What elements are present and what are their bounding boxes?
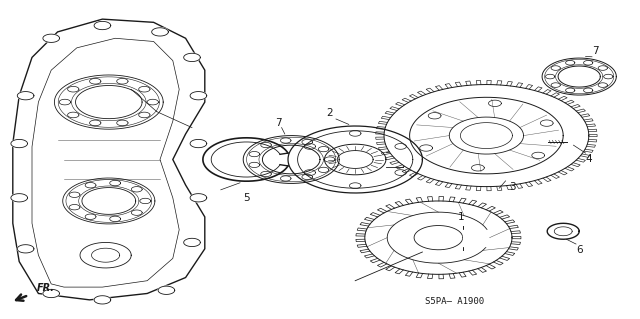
Polygon shape <box>488 100 501 107</box>
Polygon shape <box>190 139 207 148</box>
Polygon shape <box>11 139 28 148</box>
Polygon shape <box>184 53 200 62</box>
Polygon shape <box>13 19 205 300</box>
Text: 7: 7 <box>592 46 598 56</box>
Text: 3: 3 <box>509 182 515 192</box>
Polygon shape <box>304 144 316 149</box>
Polygon shape <box>43 289 60 298</box>
Polygon shape <box>17 245 34 253</box>
Polygon shape <box>94 296 111 304</box>
Polygon shape <box>349 130 361 136</box>
Polygon shape <box>384 85 589 187</box>
Polygon shape <box>540 120 553 126</box>
Polygon shape <box>395 144 406 149</box>
Polygon shape <box>152 28 168 36</box>
Text: 5: 5 <box>243 193 250 203</box>
Polygon shape <box>190 194 207 202</box>
Text: 7: 7 <box>275 118 282 128</box>
Polygon shape <box>395 170 406 175</box>
Polygon shape <box>567 139 580 145</box>
Polygon shape <box>11 194 28 202</box>
Text: 1: 1 <box>458 212 464 222</box>
Polygon shape <box>94 21 111 30</box>
Text: FR.: FR. <box>36 283 54 293</box>
Polygon shape <box>190 92 207 100</box>
Polygon shape <box>420 145 433 151</box>
Polygon shape <box>428 113 441 119</box>
Polygon shape <box>304 170 316 175</box>
Polygon shape <box>547 223 579 239</box>
Polygon shape <box>365 201 512 274</box>
Text: 4: 4 <box>586 154 592 165</box>
Polygon shape <box>184 238 200 247</box>
Text: 2: 2 <box>326 108 333 118</box>
Polygon shape <box>17 92 34 100</box>
Polygon shape <box>43 34 60 42</box>
Polygon shape <box>288 126 422 193</box>
Polygon shape <box>532 152 545 159</box>
Polygon shape <box>158 286 175 294</box>
Text: S5PA– A1900: S5PA– A1900 <box>425 297 484 306</box>
Text: 6: 6 <box>576 245 582 256</box>
Polygon shape <box>349 183 361 189</box>
Polygon shape <box>472 165 484 171</box>
